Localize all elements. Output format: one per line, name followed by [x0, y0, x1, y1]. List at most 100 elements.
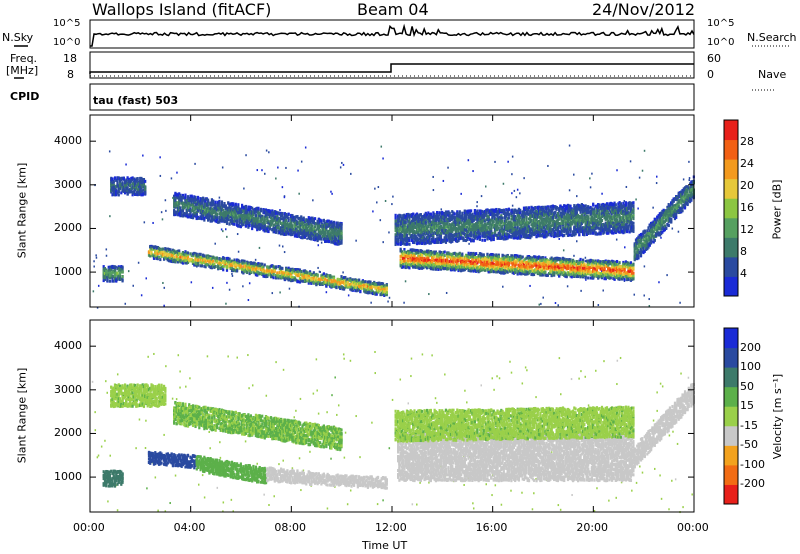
power-speckle: [637, 208, 639, 210]
power-speckle: [221, 228, 223, 230]
power-cell: [483, 216, 485, 219]
power-cell: [386, 284, 388, 287]
power-speckle: [95, 254, 97, 256]
power-speckle: [626, 186, 628, 188]
power-cell: [397, 224, 399, 227]
power-speckle: [109, 150, 111, 152]
power-cell: [493, 220, 495, 223]
power-speckle: [644, 150, 646, 152]
power-speckle: [539, 304, 541, 306]
power-cell: [587, 276, 589, 279]
power-speckle: [245, 154, 247, 156]
power-speckle: [555, 302, 557, 304]
power-cell: [203, 254, 205, 257]
power-speckle: [443, 180, 445, 182]
power-cell: [408, 266, 410, 269]
power-cell: [226, 266, 228, 269]
power-speckle: [152, 222, 154, 224]
power-cell: [461, 253, 463, 256]
power-speckle: [678, 231, 680, 233]
power-speckle: [232, 275, 234, 277]
power-speckle: [601, 193, 603, 195]
power-speckle: [624, 246, 626, 248]
power-speckle: [266, 150, 268, 152]
power-cell: [417, 249, 419, 252]
power-cell: [434, 255, 436, 258]
power-speckle: [392, 196, 394, 198]
power-speckle: [433, 189, 435, 191]
power-speckle: [472, 170, 474, 172]
power-cell: [579, 258, 581, 261]
power-speckle: [138, 262, 140, 264]
power-cell: [619, 261, 621, 264]
power-cell: [436, 211, 438, 214]
power-cell: [323, 272, 325, 275]
power-speckle: [96, 257, 98, 259]
power-cell: [470, 209, 472, 212]
power-speckle: [656, 176, 658, 178]
power-speckle: [602, 290, 604, 292]
power-speckle: [165, 199, 167, 201]
power-cell: [215, 265, 217, 268]
power-speckle: [279, 209, 281, 211]
power-speckle: [279, 291, 281, 293]
power-cell: [408, 219, 410, 222]
power-speckle: [242, 285, 244, 287]
power-speckle: [285, 167, 287, 169]
power-cell: [216, 257, 218, 260]
power-speckle: [297, 170, 299, 172]
power-cell: [192, 260, 194, 263]
power-cell: [395, 216, 397, 219]
power-speckle: [330, 191, 332, 193]
power-speckle: [485, 185, 487, 187]
power-speckle: [162, 282, 164, 284]
power-cell: [585, 276, 587, 279]
power-speckle: [355, 240, 357, 242]
power-speckle: [494, 161, 496, 163]
power-cell: [222, 268, 224, 271]
power-cell: [603, 267, 605, 270]
power-speckle: [517, 189, 519, 191]
power-cell: [627, 278, 629, 281]
power-cell: [386, 287, 388, 290]
power-speckle: [547, 165, 549, 167]
power-cell: [493, 270, 495, 273]
power-speckle: [468, 243, 470, 245]
power-speckle: [634, 294, 636, 296]
power-speckle: [163, 305, 165, 307]
power-cell: [197, 263, 199, 266]
power-speckle: [264, 173, 266, 175]
power-speckle: [503, 183, 505, 185]
power-speckle: [573, 255, 575, 257]
power-cell: [616, 260, 618, 263]
power-speckle: [229, 289, 231, 291]
power-speckle: [432, 176, 434, 178]
power-speckle: [238, 251, 240, 253]
power-cell: [610, 276, 612, 279]
power-speckle: [282, 186, 284, 188]
power-speckle: [341, 162, 343, 164]
power-speckle: [519, 192, 521, 194]
power-speckle: [589, 177, 591, 179]
power-cell: [454, 212, 456, 215]
power-speckle: [326, 291, 328, 293]
power-speckle: [219, 197, 221, 199]
power-cell: [553, 272, 555, 275]
power-cell: [386, 291, 388, 294]
power-speckle: [644, 265, 646, 267]
power-speckle: [648, 298, 650, 300]
power-cell: [168, 253, 170, 256]
power-cell: [359, 290, 361, 293]
power-speckle: [630, 160, 632, 162]
power-speckle: [306, 238, 308, 240]
power-speckle: [514, 190, 516, 192]
power-speckle: [222, 230, 224, 232]
power-cell: [620, 272, 622, 275]
power-cell: [437, 241, 439, 244]
power-cell: [479, 235, 481, 238]
power-cell: [602, 274, 604, 277]
power-cell: [479, 232, 481, 235]
power-speckle: [160, 175, 162, 177]
power-speckle: [660, 237, 662, 239]
power-speckle: [93, 266, 95, 268]
